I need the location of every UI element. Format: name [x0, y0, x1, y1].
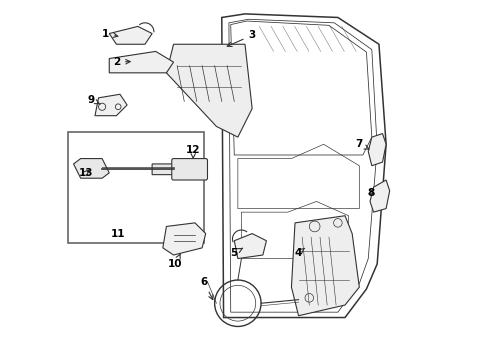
Polygon shape [109, 26, 152, 44]
Text: 8: 8 [368, 188, 375, 198]
Polygon shape [95, 94, 127, 116]
Text: 2: 2 [113, 57, 130, 67]
Text: 6: 6 [200, 277, 213, 300]
Polygon shape [163, 223, 206, 255]
Text: 7: 7 [356, 139, 369, 149]
Polygon shape [74, 158, 109, 178]
Polygon shape [109, 51, 173, 73]
Text: 4: 4 [294, 248, 304, 258]
Text: 9: 9 [88, 95, 100, 105]
Polygon shape [167, 44, 252, 137]
Text: 5: 5 [230, 248, 243, 258]
Text: 10: 10 [168, 254, 183, 269]
Text: 1: 1 [102, 28, 118, 39]
Polygon shape [234, 234, 267, 258]
Circle shape [297, 297, 304, 304]
Polygon shape [292, 216, 359, 316]
Polygon shape [152, 164, 202, 175]
FancyBboxPatch shape [172, 158, 207, 180]
Text: 13: 13 [79, 168, 93, 178]
Text: 3: 3 [227, 30, 256, 46]
Text: 11: 11 [111, 229, 125, 239]
Ellipse shape [197, 163, 207, 176]
Text: 12: 12 [186, 145, 200, 158]
Polygon shape [368, 134, 386, 166]
Polygon shape [370, 180, 390, 212]
